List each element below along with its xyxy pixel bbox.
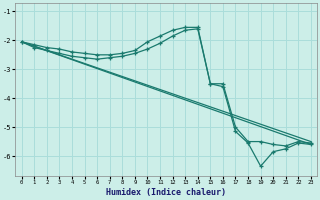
- X-axis label: Humidex (Indice chaleur): Humidex (Indice chaleur): [106, 188, 226, 197]
